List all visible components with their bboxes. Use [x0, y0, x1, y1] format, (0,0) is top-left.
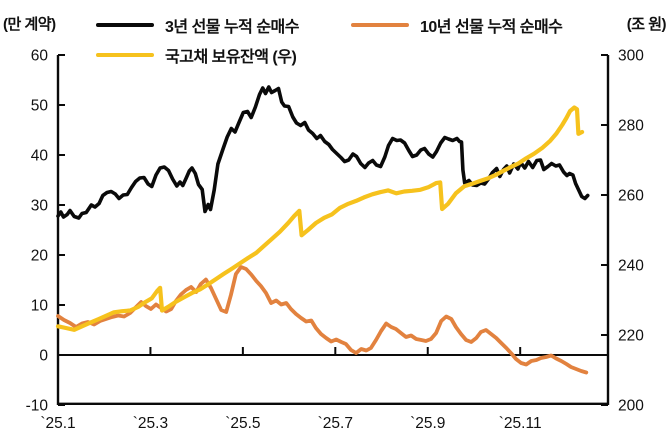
svg-text:`25.5: `25.5 [225, 415, 260, 432]
legend-label-3y-futures: 3년 선물 누적 순매수 [165, 19, 300, 36]
svg-text:300: 300 [618, 48, 644, 65]
svg-text:60: 60 [31, 48, 49, 65]
svg-text:`25.1: `25.1 [40, 415, 75, 432]
svg-text:`25.11: `25.11 [499, 415, 542, 432]
svg-text:0: 0 [39, 348, 48, 365]
svg-text:30: 30 [31, 198, 49, 215]
legend-line-sample-black [96, 22, 154, 28]
legend-label-ktb-holdings: 국고채 보유잔액 (우) [165, 49, 297, 66]
svg-text:40: 40 [31, 148, 49, 165]
svg-text:50: 50 [31, 98, 49, 115]
legend-item-10y-futures: 10년 선물 누적 순매수 [351, 13, 563, 37]
svg-text:10: 10 [31, 298, 49, 315]
legend-label-10y-futures: 10년 선물 누적 순매수 [420, 19, 563, 36]
right-axis-unit-label: (조 원) [626, 16, 667, 33]
left-axis-unit-label: (만 계약) [3, 16, 56, 33]
svg-text:`25.3: `25.3 [133, 415, 168, 432]
svg-text:280: 280 [618, 118, 644, 135]
svg-text:`25.7: `25.7 [318, 415, 353, 432]
legend-line-sample-orange [351, 22, 409, 28]
svg-text:240: 240 [618, 258, 644, 275]
svg-text:200: 200 [618, 398, 644, 415]
legend-line-sample-yellow [96, 52, 154, 58]
svg-text:20: 20 [31, 248, 49, 265]
svg-text:`25.9: `25.9 [410, 415, 445, 432]
legend-item-3y-futures: 3년 선물 누적 순매수 [96, 13, 300, 37]
svg-text:220: 220 [618, 328, 644, 345]
svg-text:-10: -10 [26, 398, 49, 415]
legend-item-ktb-holdings: 국고채 보유잔액 (우) [96, 43, 297, 67]
svg-text:260: 260 [618, 188, 644, 205]
